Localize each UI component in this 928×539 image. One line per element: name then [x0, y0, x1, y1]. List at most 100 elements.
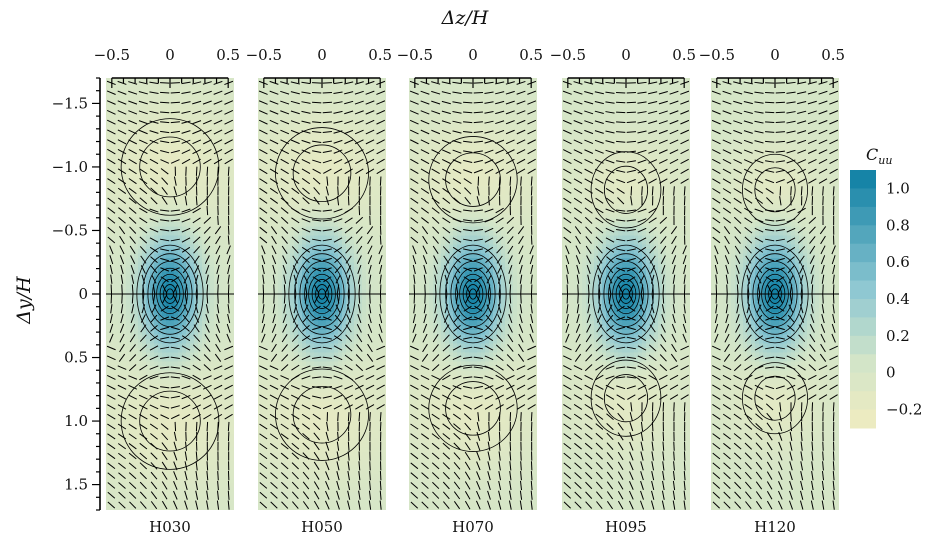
- heat-cell: [142, 132, 147, 138]
- heat-cell: [158, 172, 163, 178]
- heat-cell: [274, 487, 279, 493]
- heat-cell: [266, 258, 271, 264]
- heat-cell: [190, 154, 195, 160]
- heat-cell: [134, 478, 139, 484]
- heat-cell: [270, 190, 275, 196]
- heat-cell: [126, 303, 131, 309]
- vector-mark: [192, 374, 201, 381]
- heat-cell: [290, 123, 295, 129]
- heat-cell: [138, 501, 143, 507]
- vector-mark: [192, 236, 201, 244]
- heat-cell: [110, 145, 115, 151]
- heat-cell: [106, 474, 111, 480]
- heat-cell: [222, 442, 227, 448]
- vector-mark: [173, 500, 178, 510]
- vector-mark: [107, 158, 116, 165]
- vector-mark: [117, 394, 127, 400]
- heat-cell: [262, 114, 267, 120]
- heat-cell: [294, 105, 299, 111]
- heat-cell: [166, 114, 171, 120]
- vector-mark: [173, 490, 178, 500]
- heat-cell: [134, 100, 139, 106]
- heat-cell: [278, 352, 283, 358]
- heat-cell: [106, 411, 111, 417]
- heat-cell: [202, 145, 207, 151]
- heat-cell: [162, 312, 167, 318]
- heat-cell: [282, 438, 287, 444]
- heat-cell: [206, 258, 211, 264]
- heat-cell: [146, 127, 151, 133]
- heat-cell: [262, 258, 267, 264]
- heat-cell: [126, 487, 131, 493]
- heat-cell: [210, 348, 215, 354]
- heat-cell: [226, 123, 231, 129]
- heat-cell: [290, 343, 295, 349]
- heat-cell: [138, 96, 143, 102]
- heat-cell: [218, 402, 223, 408]
- heat-cell: [210, 298, 215, 304]
- heat-cell: [146, 258, 151, 264]
- heat-cell: [226, 357, 231, 363]
- heat-cell: [314, 78, 319, 84]
- heat-cell: [262, 186, 267, 192]
- heat-cell: [174, 397, 179, 403]
- heat-cell: [230, 388, 234, 394]
- vector-mark: [129, 226, 137, 234]
- heat-cell: [278, 330, 283, 336]
- heat-cell: [202, 289, 207, 295]
- heat-cell: [278, 141, 283, 147]
- heat-cell: [182, 294, 187, 300]
- heat-cell: [218, 505, 223, 510]
- vector-mark: [217, 490, 219, 500]
- heat-cell: [122, 177, 127, 183]
- heat-cell: [278, 388, 283, 394]
- heat-cell: [310, 186, 315, 192]
- heat-cell: [158, 357, 163, 363]
- heat-cell: [222, 177, 227, 183]
- heat-cell: [206, 312, 211, 318]
- heat-cell: [114, 132, 119, 138]
- heat-cell: [290, 253, 295, 259]
- heat-cell: [290, 82, 295, 88]
- heat-cell: [118, 190, 123, 196]
- heat-cell: [298, 384, 303, 390]
- heat-cell: [206, 415, 211, 421]
- heat-cell: [182, 321, 187, 327]
- heat-cell: [202, 285, 207, 291]
- heat-cell: [266, 388, 271, 394]
- heat-cell: [130, 330, 135, 336]
- heat-cell: [294, 267, 299, 273]
- vector-mark: [140, 324, 147, 333]
- heat-cell: [114, 204, 119, 210]
- heat-cell: [286, 474, 291, 480]
- heat-cell: [266, 447, 271, 453]
- heat-cell: [222, 312, 227, 318]
- vector-mark: [109, 333, 114, 343]
- heat-cell: [302, 231, 307, 237]
- heat-cell: [138, 91, 143, 97]
- heat-cell: [214, 456, 219, 462]
- heat-cell: [198, 375, 203, 381]
- heat-cell: [178, 339, 183, 345]
- heat-cell: [198, 505, 203, 510]
- heat-cell: [266, 451, 271, 457]
- heat-cell: [194, 271, 199, 277]
- heat-cell: [202, 222, 207, 228]
- vector-mark: [224, 404, 233, 410]
- heat-cell: [134, 460, 139, 466]
- heat-cell: [310, 154, 315, 160]
- heat-cell: [282, 100, 287, 106]
- heat-cell: [134, 249, 139, 255]
- heat-cell: [294, 168, 299, 174]
- heat-cell: [182, 82, 187, 88]
- heat-cell: [302, 478, 307, 484]
- heat-cell: [222, 433, 227, 439]
- heat-cell: [214, 384, 219, 390]
- heat-cell: [114, 172, 119, 178]
- heat-cell: [198, 411, 203, 417]
- heat-cell: [286, 271, 291, 277]
- vector-mark: [107, 491, 116, 499]
- heat-cell: [170, 397, 175, 403]
- vector-mark: [117, 110, 127, 115]
- heat-cell: [310, 411, 315, 417]
